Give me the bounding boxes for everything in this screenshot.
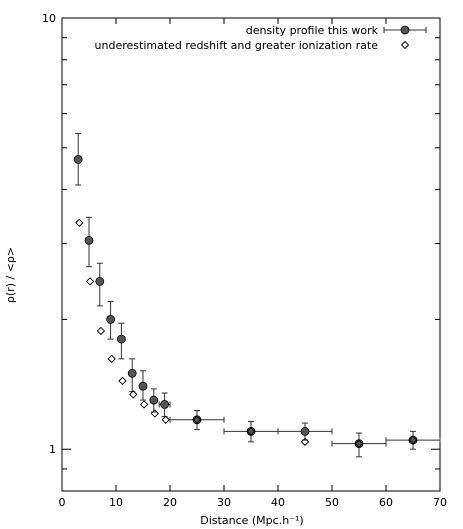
data-point	[354, 439, 364, 449]
x-tick-label: 70	[433, 496, 447, 509]
data-point-diamond	[129, 390, 138, 399]
data-markers	[73, 154, 418, 449]
x-tick-label: 50	[325, 496, 339, 509]
legend: density profile this work underestimated …	[95, 24, 427, 52]
data-point	[192, 415, 202, 425]
data-point	[73, 154, 83, 164]
data-point-diamond	[150, 409, 160, 418]
data-point-diamond	[192, 415, 202, 424]
plot-area	[61, 17, 441, 492]
data-point	[127, 368, 137, 378]
plot-border	[61, 17, 441, 492]
data-point-diamond	[118, 376, 127, 386]
x-tick-label: 60	[379, 496, 393, 509]
data-point-diamond	[85, 277, 95, 286]
axis-ticks: 0 10 20 30 40 50 60 70 1 10	[42, 12, 447, 509]
y-tick-label: 10	[42, 12, 56, 25]
y-tick-label: 1	[49, 443, 56, 456]
data-point	[95, 276, 105, 286]
data-point-diamond	[75, 218, 84, 227]
data-point	[160, 400, 170, 409]
data-point	[408, 435, 418, 445]
data-point-diamond	[408, 435, 418, 445]
data-point-diamond	[161, 415, 170, 424]
data-point	[106, 315, 115, 324]
data-point	[300, 426, 310, 436]
x-tick-label: 10	[109, 496, 123, 509]
data-point-diamond	[96, 326, 106, 336]
legend-marker-diamond	[400, 40, 410, 50]
x-tick-label: 20	[163, 496, 177, 509]
data-point	[246, 426, 256, 436]
data-point-diamond	[354, 439, 364, 448]
data-point	[117, 334, 126, 344]
x-axis-label: Distance (Mpc.h⁻¹)	[200, 514, 303, 527]
data-point-diamond	[139, 400, 149, 409]
data-point	[149, 395, 159, 405]
data-point-diamond	[246, 427, 256, 436]
y-axis-label: ρ(r) / <ρ>	[4, 247, 17, 303]
x-tick-label: 30	[217, 496, 231, 509]
x-tick-label: 40	[271, 496, 285, 509]
x-tick-label: 0	[59, 496, 66, 509]
legend-label-series-1: density profile this work	[246, 24, 379, 37]
data-point-diamond	[107, 354, 116, 364]
legend-label-series-2: underestimated redshift and greater ioni…	[95, 39, 379, 52]
legend-marker-circle	[400, 25, 410, 35]
data-point	[138, 381, 148, 391]
data-point-diamond	[300, 437, 310, 447]
data-point	[84, 235, 94, 245]
